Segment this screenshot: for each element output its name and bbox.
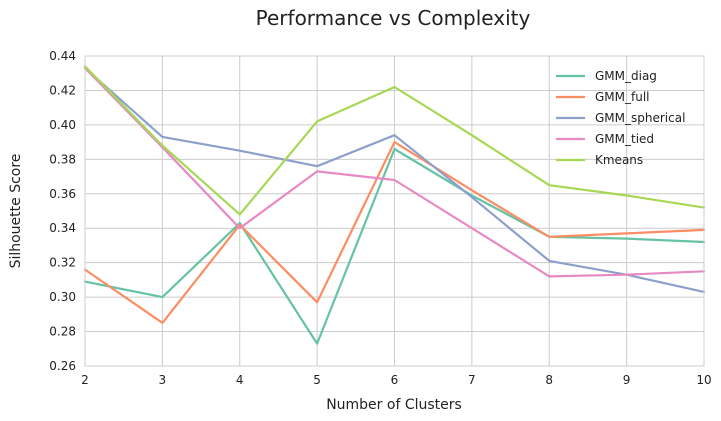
y-tick-label: 0.26: [49, 359, 76, 373]
legend-label: GMM_tied: [595, 132, 654, 146]
y-axis-label: Silhouette Score: [8, 154, 24, 269]
legend-label: GMM_full: [595, 90, 650, 104]
y-tick-label: 0.44: [49, 49, 76, 63]
y-tick-label: 0.36: [49, 187, 76, 201]
series-line-gmm-tied: [83, 66, 706, 278]
x-axis-ticks: 2 3 4 5 6 7 8 9 10: [81, 373, 711, 387]
y-axis-ticks: 0.26 0.28 0.30 0.32 0.34 0.36 0.38 0.40 0.42 0.44: [49, 49, 76, 373]
y-tick-label: 0.38: [49, 152, 76, 166]
x-tick-label: 8: [545, 373, 553, 387]
y-tick-label: 0.34: [49, 221, 76, 235]
x-tick-label: 4: [236, 373, 244, 387]
x-tick-label: 10: [696, 373, 711, 387]
legend-label: Kmeans: [595, 153, 643, 167]
x-tick-label: 2: [81, 373, 89, 387]
chart-title: Performance vs Complexity: [256, 6, 531, 30]
legend: GMM_diag GMM_full GMM_spherical GMM_tied Kme…: [556, 69, 685, 167]
x-tick-label: 5: [313, 373, 321, 387]
y-tick-label: 0.40: [49, 118, 76, 132]
x-tick-label: 9: [623, 373, 631, 387]
series-line-gmm-spherical: [83, 66, 706, 293]
y-tick-label: 0.28: [49, 325, 76, 339]
series-line-gmm-full: [83, 141, 706, 324]
x-tick-label: 6: [391, 373, 399, 387]
x-axis-label: Number of Clusters: [326, 397, 462, 413]
series-line-kmeans: [83, 65, 706, 216]
grid: [84, 55, 705, 367]
y-tick-label: 0.30: [49, 290, 76, 304]
x-tick-label: 3: [159, 373, 167, 387]
series-line-gmm-diag: [83, 147, 706, 345]
y-tick-label: 0.42: [49, 83, 76, 97]
y-tick-label: 0.32: [49, 256, 76, 270]
plot-frame: [84, 55, 705, 367]
series-lines: [83, 65, 706, 345]
legend-label: GMM_spherical: [595, 111, 685, 125]
legend-label: GMM_diag: [595, 69, 657, 83]
x-tick-label: 7: [468, 373, 476, 387]
